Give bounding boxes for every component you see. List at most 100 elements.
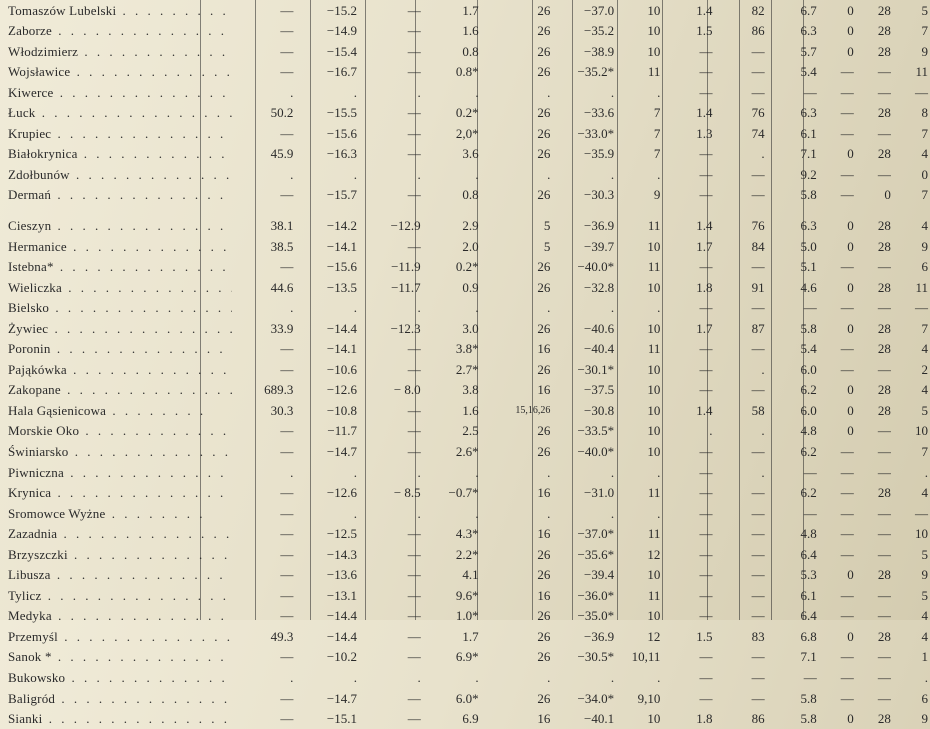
- data-cell: 5: [893, 585, 930, 606]
- data-cell: 58: [715, 400, 767, 421]
- data-cell: —: [715, 257, 767, 278]
- data-cell: −40.0*: [552, 441, 616, 462]
- data-cell: −39.7: [552, 236, 616, 257]
- data-cell: —: [359, 21, 423, 42]
- table-row: Baligród . . . . . . . . . . . . . . . —…: [0, 688, 930, 709]
- data-cell: 4: [893, 339, 930, 360]
- data-cell: 0: [819, 144, 856, 165]
- data-cell: —: [359, 585, 423, 606]
- data-cell: —: [819, 257, 856, 278]
- data-cell: —: [856, 462, 893, 483]
- data-cell: —: [359, 688, 423, 709]
- data-cell: —: [819, 668, 856, 689]
- data-cell: 9: [893, 709, 930, 729]
- data-cell: −10.8: [295, 400, 359, 421]
- data-cell: —: [232, 41, 296, 62]
- data-cell: 10: [616, 441, 662, 462]
- station-name: Wieliczka . . . . . . . . . . . . . .: [0, 277, 232, 298]
- data-cell: 26: [481, 144, 553, 165]
- data-cell: 1.6: [423, 21, 481, 42]
- table-row: Łuck . . . . . . . . . . . . . . . . . .…: [0, 103, 930, 124]
- data-cell: 6.1: [767, 123, 819, 144]
- data-cell: 0: [819, 236, 856, 257]
- table-row: Wojsławice . . . . . . . . . . . . . —−1…: [0, 62, 930, 83]
- table-row: Dermań . . . . . . . . . . . . . . . . —…: [0, 185, 930, 206]
- data-cell: .: [232, 82, 296, 103]
- data-cell: .: [715, 359, 767, 380]
- data-cell: .: [552, 298, 616, 319]
- data-cell: —: [715, 298, 767, 319]
- data-cell: −14.1: [295, 339, 359, 360]
- data-cell: 45.9: [232, 144, 296, 165]
- data-cell: —: [359, 103, 423, 124]
- data-cell: 28: [856, 0, 893, 21]
- data-cell: .: [232, 164, 296, 185]
- data-cell: 44.6: [232, 277, 296, 298]
- data-cell: 5.8: [767, 318, 819, 339]
- data-cell: 10: [893, 421, 930, 442]
- data-cell: −14.3: [295, 544, 359, 565]
- data-cell: —: [715, 544, 767, 565]
- data-cell: −14.1: [295, 236, 359, 257]
- data-cell: 28: [856, 565, 893, 586]
- data-cell: 2.7*: [423, 359, 481, 380]
- data-cell: 6.0: [767, 400, 819, 421]
- data-cell: 0: [819, 709, 856, 729]
- data-cell: 11: [616, 483, 662, 504]
- data-cell: —: [232, 21, 296, 42]
- data-cell: 15,16,26: [481, 400, 553, 421]
- data-cell: .: [616, 668, 662, 689]
- data-cell: 5: [893, 400, 930, 421]
- data-cell: —: [767, 82, 819, 103]
- data-cell: 26: [481, 421, 553, 442]
- data-cell: −15.2: [295, 0, 359, 21]
- data-cell: 6.0*: [423, 688, 481, 709]
- data-cell: 5: [481, 236, 553, 257]
- data-cell: −32.8: [552, 277, 616, 298]
- data-cell: 0.9: [423, 277, 481, 298]
- data-cell: 28: [856, 483, 893, 504]
- data-cell: 28: [856, 318, 893, 339]
- data-cell: —: [715, 688, 767, 709]
- station-name: Zakopane . . . . . . . . . . . . . .: [0, 380, 232, 401]
- data-cell: −33.0*: [552, 123, 616, 144]
- data-cell: −34.0*: [552, 688, 616, 709]
- station-name: Zazadnia . . . . . . . . . . . . . .: [0, 524, 232, 545]
- data-cell: −12.3: [359, 318, 423, 339]
- data-cell: —: [715, 647, 767, 668]
- data-cell: −15.6: [295, 123, 359, 144]
- station-name: Kiwerce . . . . . . . . . . . . . . .: [0, 82, 232, 103]
- data-cell: 6.3: [767, 21, 819, 42]
- data-cell: 11: [893, 277, 930, 298]
- data-cell: − 8.5: [359, 483, 423, 504]
- data-cell: 5.8: [767, 709, 819, 729]
- data-cell: 6.7: [767, 0, 819, 21]
- station-name: Białokrynica . . . . . . . . . . . .: [0, 144, 232, 165]
- data-cell: 28: [856, 400, 893, 421]
- data-cell: 10: [893, 524, 930, 545]
- data-cell: —: [893, 503, 930, 524]
- data-cell: —: [232, 524, 296, 545]
- data-cell: .: [481, 462, 553, 483]
- data-cell: 11: [893, 62, 930, 83]
- data-cell: .: [481, 82, 553, 103]
- data-cell: 26: [481, 41, 553, 62]
- data-cell: —: [359, 236, 423, 257]
- data-cell: —: [232, 483, 296, 504]
- data-cell: 11: [616, 62, 662, 83]
- data-cell: .: [715, 421, 767, 442]
- data-cell: .: [295, 164, 359, 185]
- data-cell: 2.0: [423, 236, 481, 257]
- data-cell: 11: [616, 585, 662, 606]
- data-cell: .: [552, 164, 616, 185]
- data-cell: −16.3: [295, 144, 359, 165]
- station-name: Morskie Oko . . . . . . . . . . . .: [0, 421, 232, 442]
- data-cell: .: [423, 82, 481, 103]
- data-cell: .: [359, 668, 423, 689]
- data-cell: 7: [893, 441, 930, 462]
- data-cell: —: [767, 668, 819, 689]
- table-row: Krynica . . . . . . . . . . . . . . . —−…: [0, 483, 930, 504]
- data-cell: 16: [481, 380, 553, 401]
- data-cell: —: [715, 185, 767, 206]
- data-cell: 4.3*: [423, 524, 481, 545]
